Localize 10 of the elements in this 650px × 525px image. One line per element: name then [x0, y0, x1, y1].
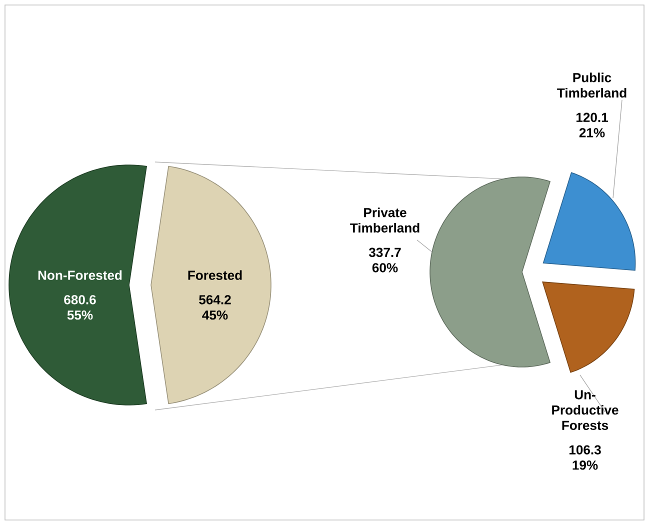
data-label: 337.7 60% — [368, 248, 401, 272]
data-label: 120.1 21% — [576, 112, 608, 138]
slice-label: Un-Productive Forests — [552, 390, 618, 430]
slice-label: Private Timberland — [350, 208, 420, 233]
data-label: 564.2 45% — [199, 295, 231, 320]
slice-label: Non-Forested — [38, 270, 122, 280]
data-label: 680.6 55% — [64, 295, 96, 320]
data-label: 106.3 19% — [569, 445, 601, 470]
slice-label: Public Timberland — [557, 72, 626, 98]
slice-label: Forested — [188, 270, 242, 280]
